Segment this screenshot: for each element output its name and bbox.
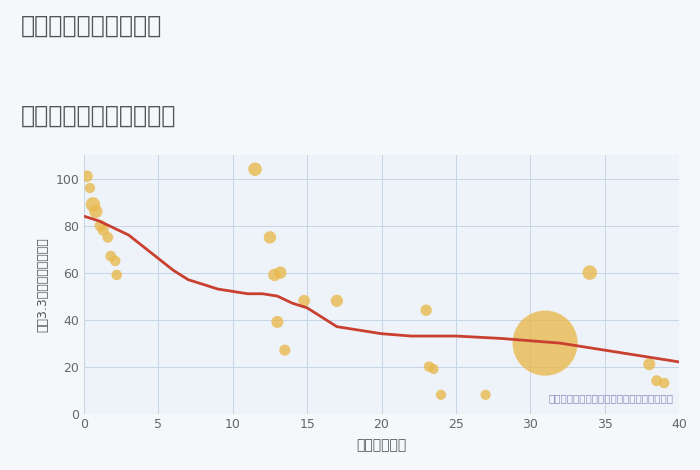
Point (105, 252, 116, 260)
Point (249, 165, 260, 173)
Point (279, 346, 290, 354)
Point (424, 363, 435, 370)
Point (435, 391, 447, 399)
Point (110, 257, 121, 265)
Text: 兵庫県姫路市元塩町の: 兵庫県姫路市元塩町の (21, 14, 162, 38)
Point (651, 377, 662, 384)
Point (274, 269, 286, 276)
Point (88, 201, 99, 208)
Point (269, 271, 280, 279)
Point (540, 339, 551, 347)
Point (428, 365, 439, 373)
Point (94, 222, 106, 229)
Point (272, 318, 283, 326)
Point (331, 297, 342, 305)
Point (84, 184, 95, 192)
Point (298, 297, 309, 305)
X-axis label: 築年数（年）: 築年数（年） (356, 439, 407, 453)
Point (98, 227, 109, 234)
Text: 築年数別中古戸建て価格: 築年数別中古戸建て価格 (21, 103, 176, 127)
Point (90, 208, 101, 215)
Point (102, 234, 113, 241)
Point (644, 360, 655, 368)
Y-axis label: 坪（3.3㎡）単価（万円）: 坪（3.3㎡）単価（万円） (36, 237, 50, 332)
Point (111, 271, 122, 279)
Text: 円の大きさは、取引のあった物件面積を示す: 円の大きさは、取引のあった物件面積を示す (548, 393, 673, 403)
Point (421, 306, 432, 314)
Point (81, 172, 92, 180)
Point (659, 379, 670, 387)
Point (265, 234, 276, 241)
Point (480, 391, 491, 399)
Point (584, 269, 595, 276)
